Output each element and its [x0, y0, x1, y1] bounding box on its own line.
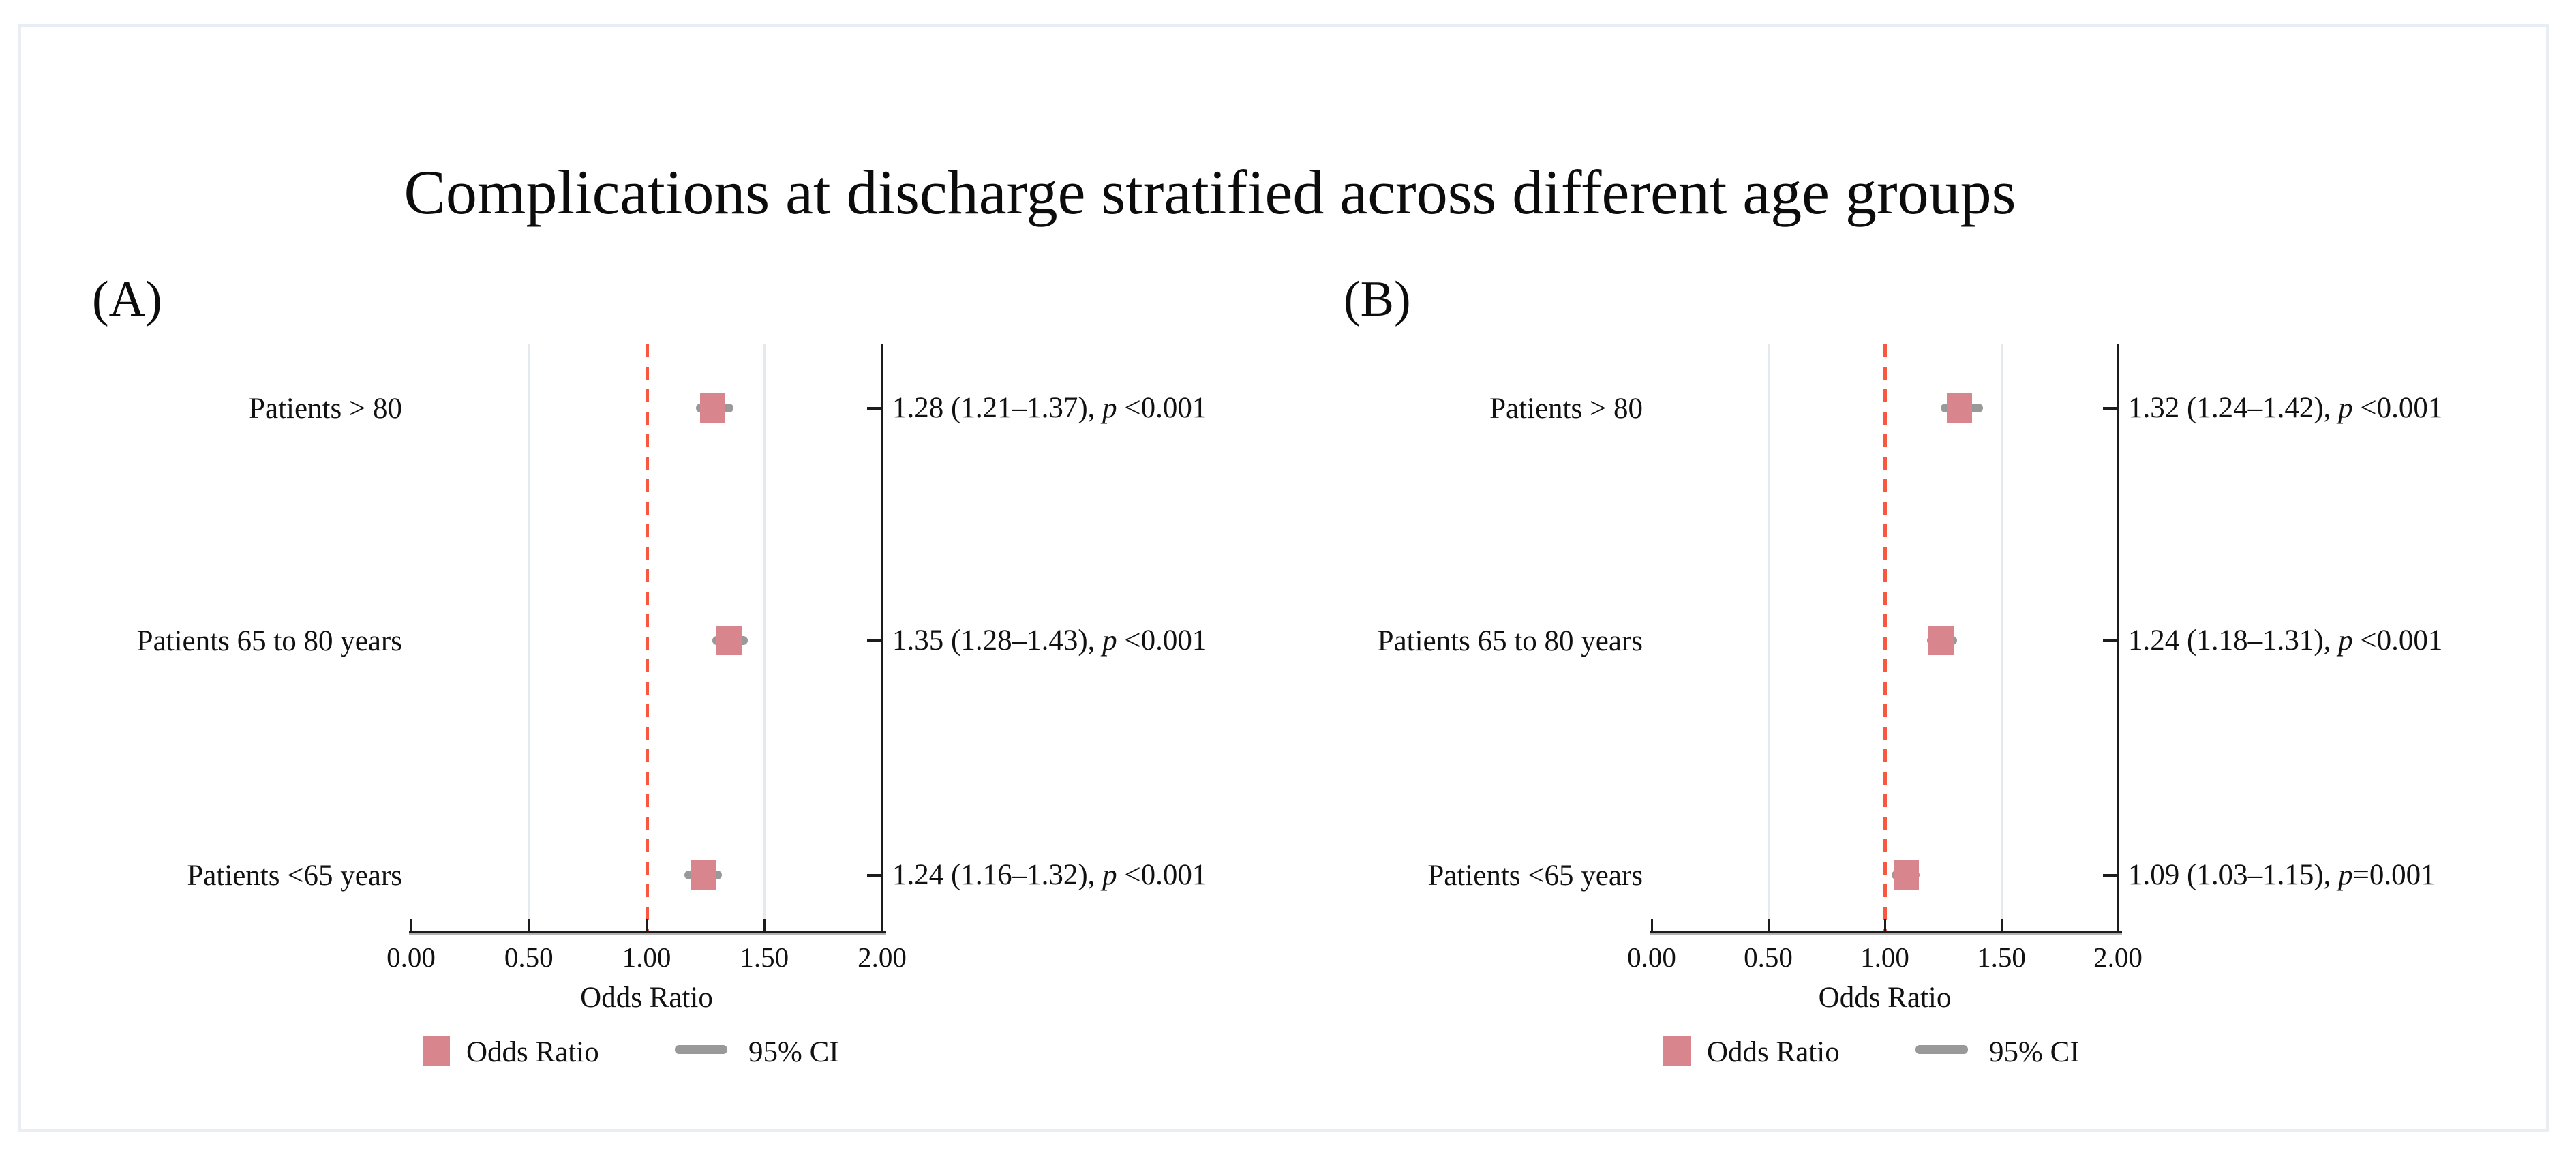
annotation-tick: [867, 407, 882, 410]
annotation-text: p: [2338, 392, 2353, 424]
legend-swatch-odds-ratio: [423, 1036, 450, 1066]
gridline: [763, 344, 766, 931]
annotation-text: 1.24 (1.16–1.32),: [892, 859, 1103, 891]
figure-frame: [18, 24, 2549, 1132]
reference-line: [645, 344, 649, 931]
x-axis-shadow: [1650, 933, 2122, 935]
x-tick-label: 1.50: [1977, 941, 2026, 973]
annotation-text: p: [1102, 392, 1117, 424]
x-tick-label: 0.50: [504, 941, 554, 973]
legend-swatch-ci: [675, 1045, 727, 1054]
row-label: Patients <65 years: [1427, 860, 1643, 892]
legend-label-ci: 95% CI: [748, 1036, 839, 1068]
x-tick-label: 0.50: [1744, 941, 1793, 973]
x-tick: [646, 919, 648, 931]
or-marker: [716, 626, 742, 655]
legend-label-odds-ratio: Odds Ratio: [1707, 1036, 1840, 1068]
annotation-text: p: [1102, 859, 1117, 891]
x-axis: [409, 931, 886, 933]
x-tick: [2117, 919, 2119, 931]
panel-label: (B): [1344, 271, 1411, 327]
x-tick: [2001, 919, 2003, 931]
x-tick: [1884, 919, 1886, 931]
x-axis-shadow: [409, 933, 886, 935]
or-marker: [1947, 393, 1973, 423]
row-label: Patients 65 to 80 years: [1377, 625, 1643, 657]
annotation-text: 1.35 (1.28–1.43),: [892, 624, 1103, 657]
annotation-text: <0.001: [2352, 624, 2443, 657]
annotation-text: =0.001: [2352, 859, 2436, 891]
x-axis-label: Odds Ratio: [580, 982, 713, 1014]
annotation-tick: [2103, 639, 2118, 642]
annotation-text: <0.001: [1117, 624, 1207, 657]
annotation-text: <0.001: [2352, 392, 2443, 424]
reference-line: [1883, 344, 1887, 931]
annotation: 1.35 (1.28–1.43), p <0.001: [892, 624, 1207, 657]
row-label: Patients > 80: [249, 393, 402, 425]
annotation-text: 1.32 (1.24–1.42),: [2128, 392, 2339, 424]
annotation-text: p: [2338, 859, 2353, 891]
annotation-tick: [2103, 407, 2118, 410]
or-marker: [1928, 626, 1954, 655]
or-marker: [691, 860, 716, 890]
x-axis-label: Odds Ratio: [1818, 982, 1952, 1014]
x-axis: [1650, 931, 2122, 933]
legend-label-ci: 95% CI: [1989, 1036, 2080, 1068]
x-tick: [881, 919, 883, 931]
annotation-axis: [2117, 344, 2119, 931]
x-tick-label: 1.00: [1860, 941, 1909, 973]
legend-swatch-odds-ratio: [1663, 1036, 1691, 1066]
annotation-text: 1.24 (1.18–1.31),: [2128, 624, 2339, 657]
x-tick-label: 2.00: [2093, 941, 2142, 973]
x-tick-label: 0.00: [387, 941, 436, 973]
x-tick: [410, 919, 412, 931]
chart-title: Complications at discharge stratified ac…: [404, 157, 2016, 227]
panel-label: (A): [92, 271, 162, 327]
x-tick-label: 1.00: [622, 941, 671, 973]
annotation: 1.32 (1.24–1.42), p <0.001: [2128, 391, 2442, 425]
x-tick-label: 2.00: [858, 941, 907, 973]
annotation-tick: [867, 874, 882, 877]
legend-swatch-ci: [1915, 1045, 1968, 1054]
or-marker: [1893, 860, 1919, 890]
x-tick: [763, 919, 766, 931]
annotation: 1.09 (1.03–1.15), p=0.001: [2128, 858, 2436, 892]
annotation-text: p: [2338, 624, 2353, 657]
x-tick-label: 0.00: [1627, 941, 1676, 973]
gridline: [1768, 344, 1770, 931]
annotation-text: 1.28 (1.21–1.37),: [892, 392, 1103, 424]
gridline: [2001, 344, 2003, 931]
annotation-tick: [2103, 874, 2118, 877]
annotation-tick: [867, 639, 882, 642]
x-tick: [1768, 919, 1770, 931]
annotation-text: p: [1102, 624, 1117, 657]
annotation: 1.28 (1.21–1.37), p <0.001: [892, 391, 1207, 425]
row-label: Patients <65 years: [187, 860, 402, 892]
row-label: Patients 65 to 80 years: [136, 625, 402, 657]
x-tick: [1651, 919, 1653, 931]
legend-label-odds-ratio: Odds Ratio: [466, 1036, 599, 1068]
annotation: 1.24 (1.16–1.32), p <0.001: [892, 858, 1207, 892]
annotation-axis: [881, 344, 883, 931]
annotation-text: 1.09 (1.03–1.15),: [2128, 859, 2339, 891]
or-marker: [700, 393, 726, 423]
row-label: Patients > 80: [1489, 393, 1643, 425]
annotation-text: <0.001: [1117, 859, 1207, 891]
gridline: [528, 344, 530, 931]
annotation-text: <0.001: [1117, 392, 1207, 424]
x-tick: [528, 919, 530, 931]
annotation: 1.24 (1.18–1.31), p <0.001: [2128, 624, 2442, 657]
x-tick-label: 1.50: [740, 941, 789, 973]
